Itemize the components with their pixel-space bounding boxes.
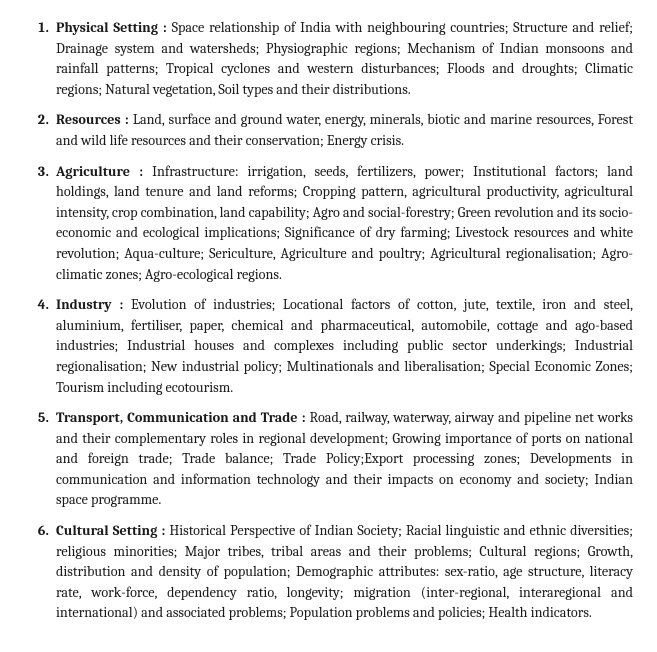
- syllabus-item-3: Agriculture : Infrastructure: irrigation…: [52, 162, 633, 286]
- syllabus-item-6: Cultural Setting : Historical Perspectiv…: [52, 521, 633, 624]
- item-heading: Industry :: [56, 296, 123, 313]
- item-heading: Transport, Communication and Trade :: [56, 409, 306, 426]
- syllabus-item-4: Industry : Evolution of industries; Loca…: [52, 295, 633, 398]
- item-heading: Physical Setting :: [56, 19, 167, 36]
- item-heading: Resources :: [56, 111, 129, 128]
- item-heading: Agriculture :: [56, 163, 143, 180]
- syllabus-item-5: Transport, Communication and Trade : Roa…: [52, 408, 633, 511]
- syllabus-list: Physical Setting : Space relationship of…: [20, 18, 633, 624]
- item-body: Land, surface and ground water, energy, …: [56, 111, 633, 149]
- syllabus-item-2: Resources : Land, surface and ground wat…: [52, 110, 633, 151]
- item-body: Infrastructure: irrigation, seeds, ferti…: [56, 163, 633, 283]
- item-heading: Cultural Setting :: [56, 522, 165, 539]
- syllabus-item-1: Physical Setting : Space relationship of…: [52, 18, 633, 100]
- item-body: Evolution of industries; Locational fact…: [56, 296, 633, 395]
